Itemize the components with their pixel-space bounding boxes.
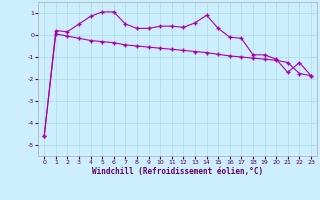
X-axis label: Windchill (Refroidissement éolien,°C): Windchill (Refroidissement éolien,°C) <box>92 167 263 176</box>
